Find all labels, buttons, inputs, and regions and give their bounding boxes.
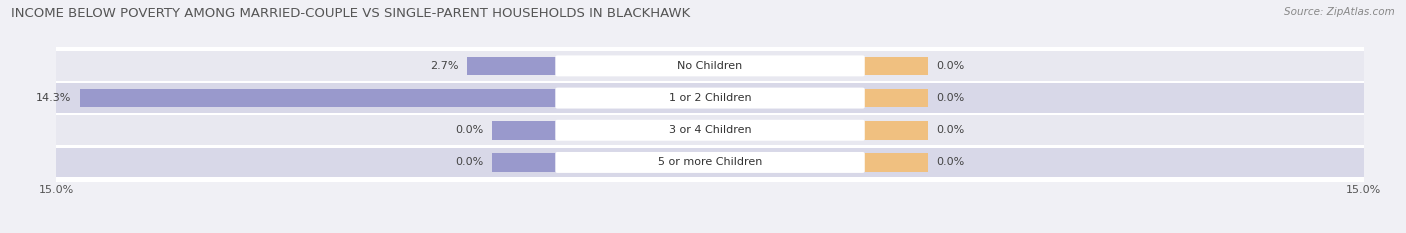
- Text: 0.0%: 0.0%: [456, 125, 484, 135]
- Text: 0.0%: 0.0%: [936, 125, 965, 135]
- Text: No Children: No Children: [678, 61, 742, 71]
- Text: 0.0%: 0.0%: [936, 93, 965, 103]
- Bar: [467, 57, 558, 75]
- FancyBboxPatch shape: [555, 152, 865, 173]
- FancyBboxPatch shape: [555, 120, 865, 141]
- Bar: [56, 116, 1364, 145]
- Text: 3 or 4 Children: 3 or 4 Children: [669, 125, 751, 135]
- Bar: [492, 153, 558, 172]
- Text: 2.7%: 2.7%: [430, 61, 458, 71]
- Text: 1 or 2 Children: 1 or 2 Children: [669, 93, 751, 103]
- Bar: [862, 121, 928, 140]
- Bar: [80, 89, 558, 107]
- Bar: [56, 83, 1364, 113]
- Bar: [56, 148, 1364, 177]
- Text: 0.0%: 0.0%: [456, 158, 484, 168]
- Text: INCOME BELOW POVERTY AMONG MARRIED-COUPLE VS SINGLE-PARENT HOUSEHOLDS IN BLACKHA: INCOME BELOW POVERTY AMONG MARRIED-COUPL…: [11, 7, 690, 20]
- Legend: Married Couples, Single Parents: Married Couples, Single Parents: [589, 231, 831, 233]
- Bar: [862, 153, 928, 172]
- FancyBboxPatch shape: [555, 55, 865, 76]
- Text: 0.0%: 0.0%: [936, 158, 965, 168]
- Bar: [862, 57, 928, 75]
- Bar: [56, 51, 1364, 81]
- Text: 0.0%: 0.0%: [936, 61, 965, 71]
- Bar: [862, 89, 928, 107]
- FancyBboxPatch shape: [555, 88, 865, 109]
- Bar: [492, 121, 558, 140]
- Text: Source: ZipAtlas.com: Source: ZipAtlas.com: [1284, 7, 1395, 17]
- Text: 14.3%: 14.3%: [35, 93, 70, 103]
- Text: 5 or more Children: 5 or more Children: [658, 158, 762, 168]
